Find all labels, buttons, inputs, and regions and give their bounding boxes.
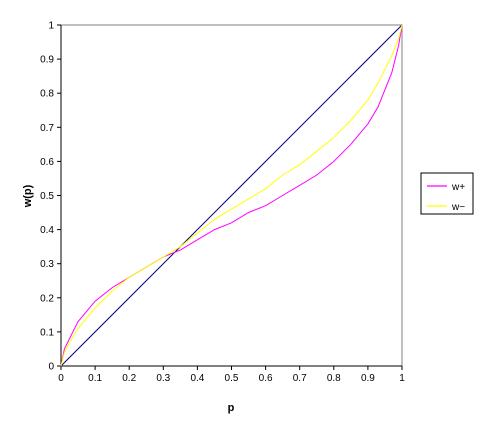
x-tick-label: 0.2 <box>122 373 136 384</box>
y-tick-label: 0.9 <box>40 55 54 66</box>
y-tick-label: 0.8 <box>40 89 54 100</box>
y-tick-label: 0.1 <box>40 327 54 338</box>
y-tick-label: 0.5 <box>40 191 54 202</box>
y-tick-label: 0.2 <box>40 293 54 304</box>
legend-label: w+ <box>451 182 465 193</box>
x-tick-label: 0.5 <box>225 373 239 384</box>
x-tick-label: 0.4 <box>190 373 204 384</box>
y-axis-title: w(p) <box>22 184 34 208</box>
y-tick-label: 0.4 <box>40 225 54 236</box>
x-tick-label: 1 <box>399 373 405 384</box>
y-tick-label: 0.6 <box>40 157 54 168</box>
x-tick-label: 0.7 <box>293 373 307 384</box>
series-layer <box>60 24 403 367</box>
legend-label: w− <box>451 202 465 213</box>
x-tick-label: 0.3 <box>156 373 170 384</box>
x-tick-label: 0.1 <box>88 373 102 384</box>
x-axis-title: p <box>228 402 235 414</box>
y-tick-label: 1 <box>48 21 54 32</box>
y-tick-label: 0 <box>48 362 54 373</box>
x-tick-label: 0 <box>58 373 64 384</box>
legend-box <box>420 172 474 215</box>
series-line-w-minus <box>60 24 403 367</box>
legend: w+ w− <box>420 172 474 215</box>
x-tick-label: 0.9 <box>361 373 375 384</box>
series-line-diagonal <box>60 24 403 367</box>
y-tick-label: 0.3 <box>40 259 54 270</box>
y-tick-label: 0.7 <box>40 123 54 134</box>
y-axis-ticks: 0 0.1 0.2 0.3 0.4 0.5 0.6 0.7 0.8 0.9 1 <box>40 21 62 373</box>
x-tick-label: 0.6 <box>259 373 273 384</box>
series-line-w-plus <box>60 24 403 367</box>
x-tick-label: 0.8 <box>327 373 341 384</box>
x-axis-ticks: 0 0.1 0.2 0.3 0.4 0.5 0.6 0.7 0.8 0.9 1 <box>58 365 405 384</box>
